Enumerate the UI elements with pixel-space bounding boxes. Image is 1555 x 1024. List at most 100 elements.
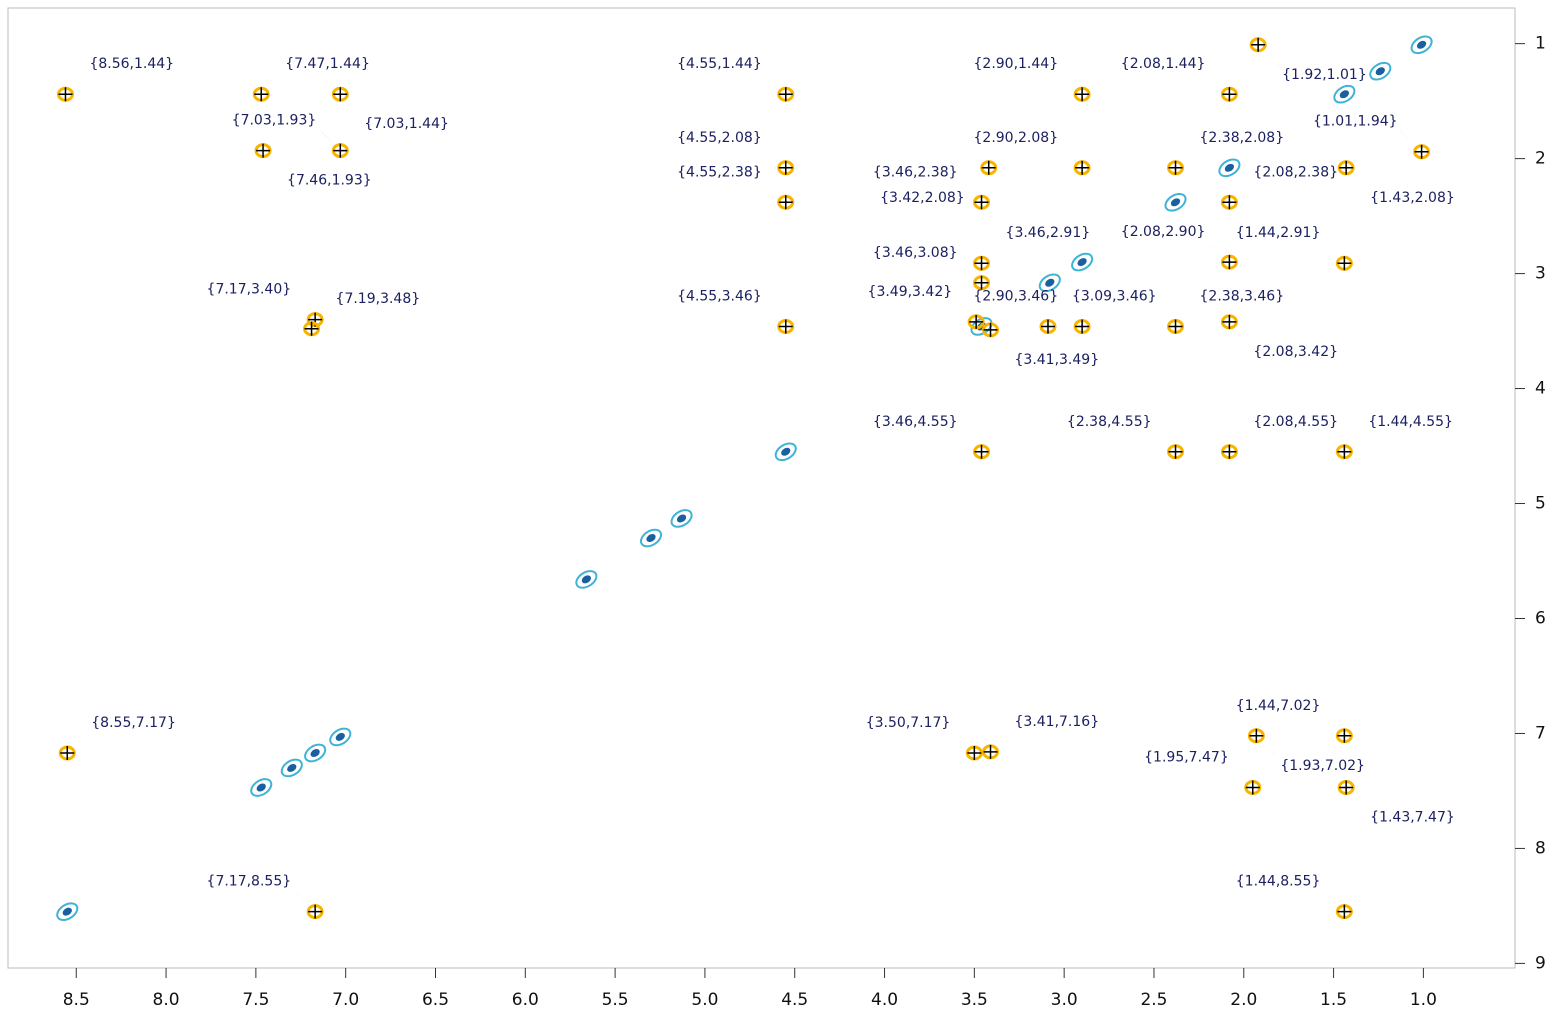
diagonal-peak [1071, 252, 1094, 272]
diagonal-peak [1333, 84, 1356, 104]
peak-label: {1.44,2.91} [1236, 225, 1321, 241]
peak-marker [58, 87, 73, 102]
peak-label: {3.46,2.91} [1006, 225, 1091, 241]
diagonal-peak-core [1045, 278, 1055, 287]
peak-marker [1251, 37, 1266, 52]
x-tick-label: 5.0 [691, 990, 718, 1010]
peak-marker [1075, 319, 1090, 334]
x-tick-label: 2.0 [1230, 990, 1257, 1010]
peak-label: {7.46,1.93} [287, 173, 372, 189]
peak-marker [1040, 319, 1055, 334]
diagonal-peak-core [581, 575, 592, 584]
diagonal-peak-core [287, 763, 297, 772]
peak-label: {2.08,3.42} [1253, 344, 1338, 360]
diagonal-peak [1369, 61, 1392, 81]
diagonal-peak [1038, 273, 1061, 293]
peak-label: {7.03,1.93} [232, 113, 317, 129]
x-tick-label: 3.0 [1051, 990, 1078, 1010]
diagonal-peak-core [310, 749, 320, 757]
diagonal-peak [670, 509, 693, 528]
peak-marker [60, 746, 75, 761]
peak-label: {4.55,2.08} [677, 130, 762, 146]
peak-label: {3.41,3.49} [1015, 352, 1100, 368]
annotation-arrow [981, 237, 1008, 264]
peak-label: {2.08,1.44} [1121, 56, 1206, 72]
peak-marker [778, 87, 793, 102]
x-tick-label: 3.5 [961, 990, 988, 1010]
peak-marker [1222, 444, 1237, 459]
peak-marker [256, 143, 271, 158]
x-tick-label: 1.5 [1320, 990, 1347, 1010]
x-tick-label: 7.5 [242, 990, 269, 1010]
peak-marker [1337, 904, 1352, 919]
peak-label: {8.56,1.44} [89, 56, 174, 72]
y-tick-label: 5 [1535, 494, 1546, 514]
diagonal-peak [1218, 158, 1241, 178]
peak-label: {1.95,7.47} [1144, 749, 1229, 765]
peak-label: {7.03,1.44} [364, 116, 449, 132]
peak-marker [1168, 444, 1183, 459]
peak-label: {4.55,2.38} [677, 164, 762, 180]
peak-label: {3.50,7.17} [866, 715, 951, 731]
peak-marker [983, 744, 998, 759]
peak-marker [1249, 728, 1264, 743]
peak-label: {1.43,7.47} [1370, 809, 1455, 825]
peak-label: {2.08,2.90} [1121, 224, 1206, 240]
diagonal-peak-core [676, 514, 687, 523]
peak-marker [974, 195, 989, 210]
y-tick-label: 3 [1535, 264, 1546, 284]
x-tick-label: 5.5 [602, 990, 629, 1010]
peak-marker [969, 314, 984, 329]
peak-marker [1075, 160, 1090, 175]
diagonal-peak-core [1077, 258, 1087, 267]
x-tick-label: 8.0 [153, 990, 180, 1010]
annotation-arrow [1395, 125, 1422, 152]
x-tick-label: 4.0 [871, 990, 898, 1010]
peak-marker [967, 746, 982, 761]
peak-label: {1.44,4.55} [1368, 414, 1453, 430]
x-tick-label: 7.0 [332, 990, 359, 1010]
peak-marker [1245, 780, 1260, 795]
x-tick-label: 2.5 [1140, 990, 1167, 1010]
y-tick-label: 1 [1535, 34, 1546, 54]
peak-marker [304, 321, 319, 336]
peak-label: {3.09,3.46} [1072, 288, 1157, 304]
peak-marker [1168, 160, 1183, 175]
peak-label: {4.55,3.46} [677, 288, 762, 304]
diagonal-peak [639, 528, 663, 548]
peak-marker [1339, 160, 1354, 175]
peak-label: {2.38,2.08} [1200, 130, 1285, 146]
peak-marker [1222, 87, 1237, 102]
diagonal-peak [329, 727, 352, 747]
peak-label: {3.49,3.42} [868, 284, 953, 300]
diagonal-peak-core [646, 534, 656, 542]
diagonal-peak-core [1170, 198, 1181, 207]
peak-label: {3.42,2.08} [880, 190, 965, 206]
peak-marker [1337, 728, 1352, 743]
peak-marker [778, 160, 793, 175]
peak-label: {7.17,3.40} [207, 282, 292, 298]
diagonal-peak-core [1224, 163, 1235, 172]
peak-marker [1339, 780, 1354, 795]
peak-marker [981, 160, 996, 175]
diagonal-peak-core [256, 783, 266, 792]
peak-marker [983, 322, 998, 337]
peak-label: {2.38,3.46} [1200, 288, 1285, 304]
y-tick-label: 4 [1535, 379, 1546, 399]
peak-marker [778, 195, 793, 210]
diagonal-peak [250, 778, 273, 797]
peak-label: {7.17,8.55} [207, 874, 292, 890]
diagonal-peak-core [335, 732, 345, 741]
diagonal-peak [56, 902, 79, 921]
diagonal-peak [1164, 192, 1187, 212]
x-tick-label: 6.0 [512, 990, 539, 1010]
peak-label: {3.46,4.55} [873, 414, 958, 430]
x-tick-label: 8.5 [63, 990, 90, 1010]
diagonal-peak [774, 442, 797, 462]
peak-marker [308, 904, 323, 919]
peak-marker [1337, 256, 1352, 271]
peak-marker [778, 319, 793, 334]
peak-marker [333, 143, 348, 158]
diagonal-peak-core [62, 907, 72, 916]
peak-marker [1222, 255, 1237, 270]
